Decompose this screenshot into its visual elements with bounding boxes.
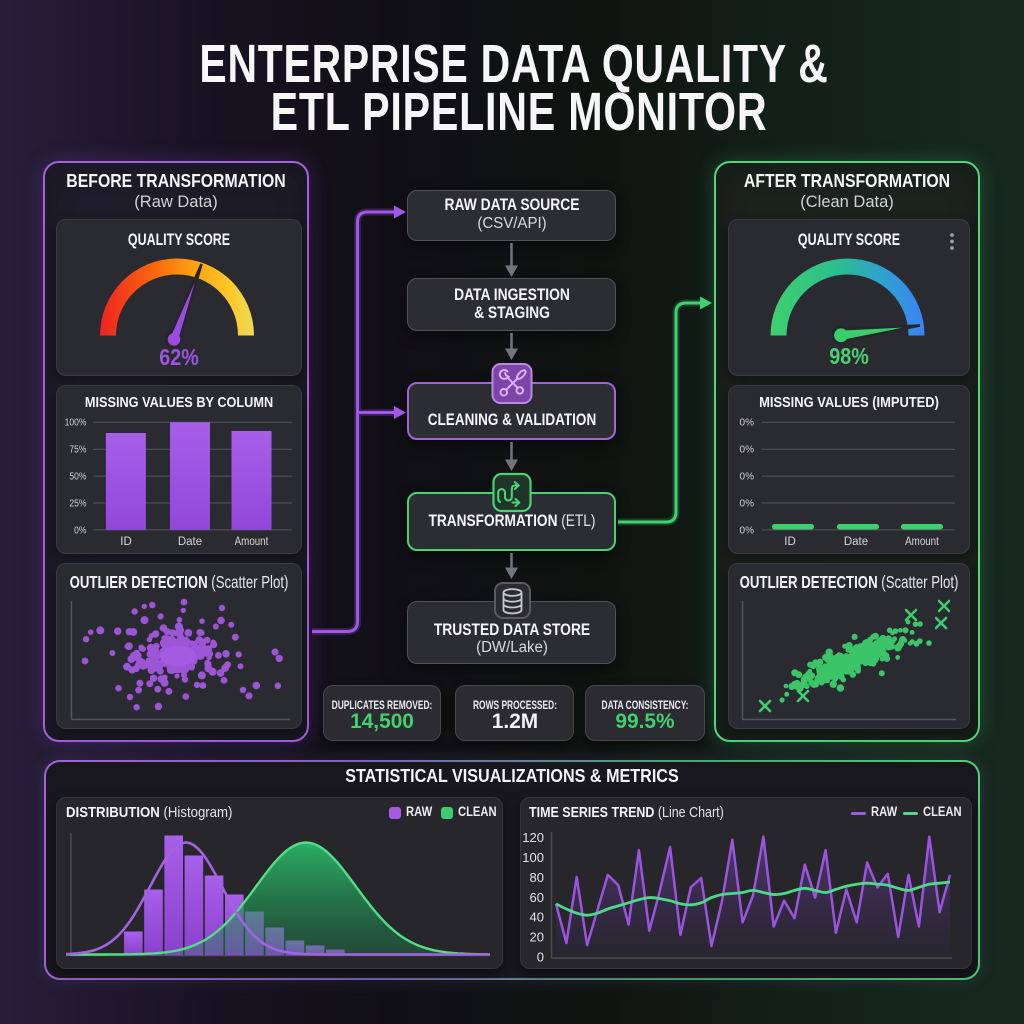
- svg-text:Amount: Amount: [235, 535, 269, 548]
- svg-text:120: 120: [522, 830, 544, 845]
- svg-text:60: 60: [530, 890, 544, 905]
- svg-text:ID: ID: [784, 536, 796, 548]
- svg-text:80: 80: [530, 870, 544, 885]
- svg-text:0%: 0%: [740, 445, 755, 456]
- svg-text:0%: 0%: [74, 525, 86, 536]
- svg-text:25%: 25%: [69, 498, 86, 509]
- svg-text:20: 20: [530, 930, 544, 945]
- svg-text:40: 40: [530, 910, 544, 925]
- svg-text:Date: Date: [178, 536, 202, 548]
- svg-text:0%: 0%: [740, 418, 755, 429]
- svg-text:50%: 50%: [69, 471, 86, 482]
- svg-text:ID: ID: [120, 536, 132, 548]
- svg-text:0%: 0%: [740, 525, 755, 536]
- svg-text:100%: 100%: [65, 417, 87, 428]
- svg-text:100: 100: [522, 850, 544, 865]
- svg-text:0: 0: [537, 950, 544, 965]
- svg-text:0%: 0%: [740, 498, 755, 509]
- svg-text:0%: 0%: [740, 472, 755, 483]
- svg-text:Amount: Amount: [905, 535, 939, 548]
- svg-text:75%: 75%: [69, 444, 86, 455]
- svg-text:Date: Date: [844, 536, 868, 548]
